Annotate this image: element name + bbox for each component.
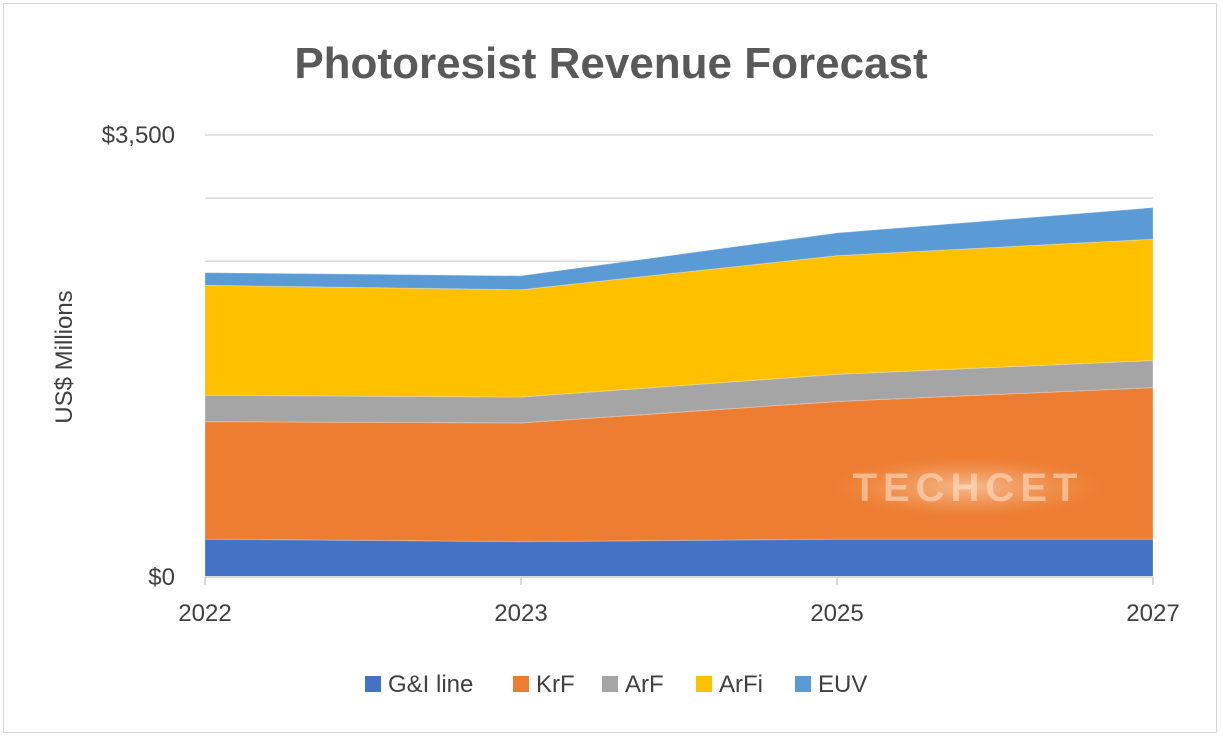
watermark-glow	[833, 457, 1103, 517]
x-tick-label-2022: 2022	[178, 600, 231, 627]
x-tick-label-2027: 2027	[1126, 600, 1179, 627]
legend-label-krf: KrF	[536, 671, 575, 698]
chart-title: Photoresist Revenue Forecast	[294, 39, 928, 88]
area-euv	[204, 207, 1154, 291]
legend-label-arfi: ArFi	[719, 671, 763, 698]
y-axis-label: US$ Millions	[51, 290, 78, 423]
legend-swatch-krf	[513, 676, 529, 692]
y-tick-label-max: $3,500	[102, 122, 175, 149]
x-tick-label-2025: 2025	[810, 600, 863, 627]
area-arfi	[204, 238, 1154, 398]
legend-label-arf: ArF	[625, 671, 664, 698]
y-tick-label-zero: $0	[148, 564, 175, 591]
area-g-i-line	[204, 538, 1154, 578]
legend-swatch-arf	[602, 676, 618, 692]
legend-label-g-i-line: G&I line	[388, 671, 473, 698]
legend-swatch-g-i-line	[365, 676, 381, 692]
watermark-logo: TECHCET	[853, 466, 1084, 510]
legend-label-euv: EUV	[818, 671, 867, 698]
legend-swatch-arfi	[696, 676, 712, 692]
x-tick-label-2023: 2023	[494, 600, 547, 627]
legend-swatch-euv	[795, 676, 811, 692]
